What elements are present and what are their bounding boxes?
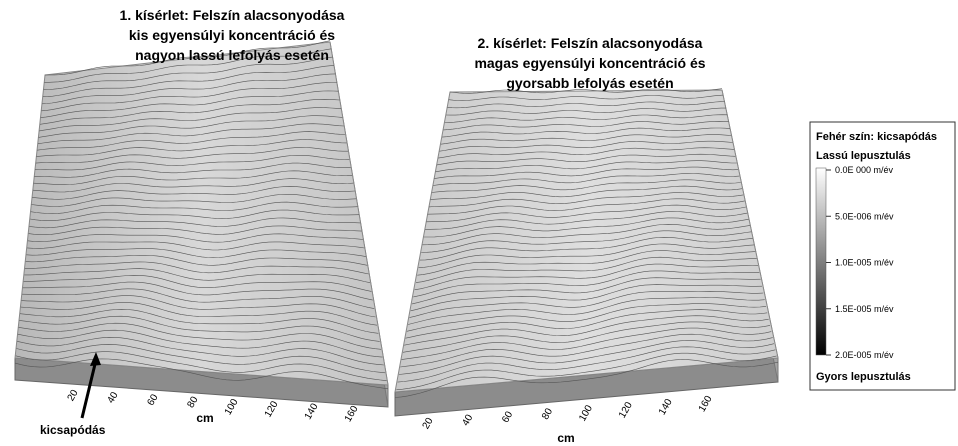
x-tick-label: 40 [106,390,121,406]
colorbar-tick-label: 5.0E-006 m/év [835,211,894,221]
x-tick-label: 20 [421,416,436,432]
surfaces [15,41,778,416]
x-tick-label: 100 [223,397,241,417]
x-tick-label: 120 [263,399,281,419]
legend-title: Fehér szín: kicsapódás [816,131,937,143]
x-tick-label: 60 [146,392,161,408]
x-tick-label: 40 [460,412,475,428]
colorbar-tick-label: 1.5E-005 m/év [835,304,894,314]
panel-title: nagyon lassú lefolyás esetén [135,47,329,63]
x-tick-label: 100 [577,403,595,423]
x-tick-label: 20 [66,388,81,404]
x-axis-label: cm [196,411,213,425]
x-tick-label: 60 [500,409,515,425]
top-surface [395,90,778,392]
x-tick-label: 80 [540,406,555,422]
legend-bottom-label: Gyors lepusztulás [816,371,911,383]
x-tick-label: 160 [697,394,715,414]
panel-title: 1. kísérlet: Felszín alacsonyodása [120,7,345,23]
panel-title: magas egyensúlyi koncentráció és [474,55,705,71]
x-tick-label: 120 [617,400,635,420]
colorbar-tick-label: 1.0E-005 m/év [835,258,894,268]
panel-title: kis egyensúlyi koncentráció és [129,27,335,43]
x-axis-label: cm [557,431,574,445]
colorbar-tick-label: 2.0E-005 m/év [835,350,894,360]
annotation: kicsapódás [40,423,106,437]
figure: Fehér szín: kicsapódás Lassú lepusztulás… [0,0,958,446]
top-surface [15,42,388,385]
colorbar-tick-label: 0.0E 000 m/év [835,165,894,175]
legend-top-label: Lassú lepusztulás [816,150,911,162]
x-tick-label: 160 [343,404,361,424]
colorbar [816,168,826,355]
panel-title: gyorsabb lefolyás esetén [506,75,673,91]
panel-title: 2. kísérlet: Felszín alacsonyodása [478,35,703,51]
x-tick-label: 140 [657,397,675,417]
x-tick-label: 80 [186,394,201,410]
x-tick-label: 140 [303,401,321,421]
